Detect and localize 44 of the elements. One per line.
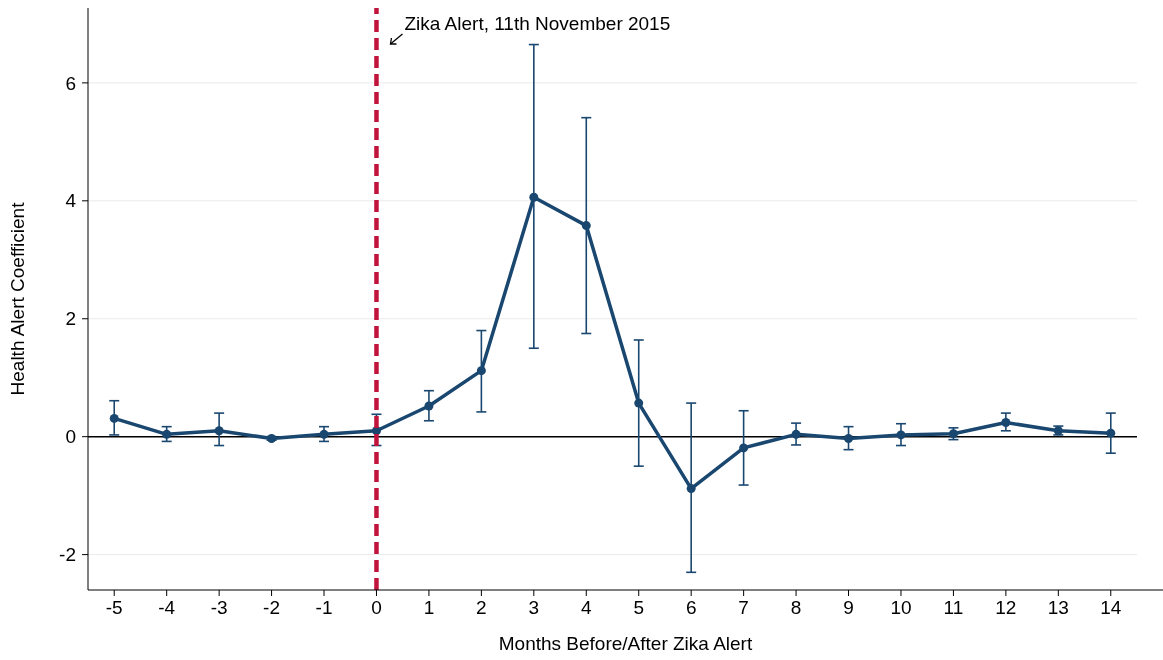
x-tick-label: 5 (633, 597, 645, 618)
point (739, 443, 749, 453)
point (109, 413, 119, 423)
point (686, 484, 696, 494)
point (581, 221, 591, 231)
point (319, 429, 329, 439)
x-tick-label: 11 (943, 597, 964, 618)
point (791, 429, 801, 439)
x-tick-label: 7 (738, 597, 749, 618)
x-tick-label: 6 (685, 597, 697, 618)
x-tick-label: 8 (790, 597, 802, 618)
point (896, 430, 906, 440)
x-tick-label: 14 (1100, 597, 1122, 618)
point (1001, 418, 1011, 428)
y-tick-label: 0 (65, 426, 76, 448)
x-tick-label: 0 (371, 597, 382, 618)
point (844, 433, 854, 443)
x-tick-label: 2 (476, 597, 487, 618)
y-tick-label: 2 (65, 308, 76, 330)
x-tick-label: -5 (105, 597, 123, 618)
point (634, 398, 644, 408)
x-tick-label: 12 (995, 597, 1017, 618)
x-tick-label: 13 (1047, 597, 1069, 618)
y-tick-label: 6 (65, 72, 76, 94)
y-tick-label: 4 (65, 190, 77, 212)
x-tick-label: 10 (890, 597, 912, 618)
x-tick-label: 4 (580, 597, 592, 618)
point (214, 426, 224, 436)
x-tick-label: 1 (423, 597, 435, 618)
x-axis-title: Months Before/After Zika Alert (498, 633, 753, 654)
y-axis-title: Health Alert Coefficient (7, 201, 28, 396)
point (529, 192, 539, 202)
x-tick-label: -3 (210, 597, 228, 618)
x-tick-label: 3 (528, 597, 540, 618)
ref-line-label: Zika Alert, 11th November 2015 (404, 13, 671, 34)
y-tick-label: -2 (59, 544, 76, 566)
x-tick-label: -1 (315, 597, 333, 618)
point (476, 366, 486, 376)
point (162, 429, 172, 439)
point (1106, 428, 1116, 438)
x-tick-label: 9 (843, 597, 854, 618)
x-tick-label: -4 (158, 597, 176, 618)
x-tick-label: -2 (263, 597, 281, 618)
point (424, 401, 434, 411)
